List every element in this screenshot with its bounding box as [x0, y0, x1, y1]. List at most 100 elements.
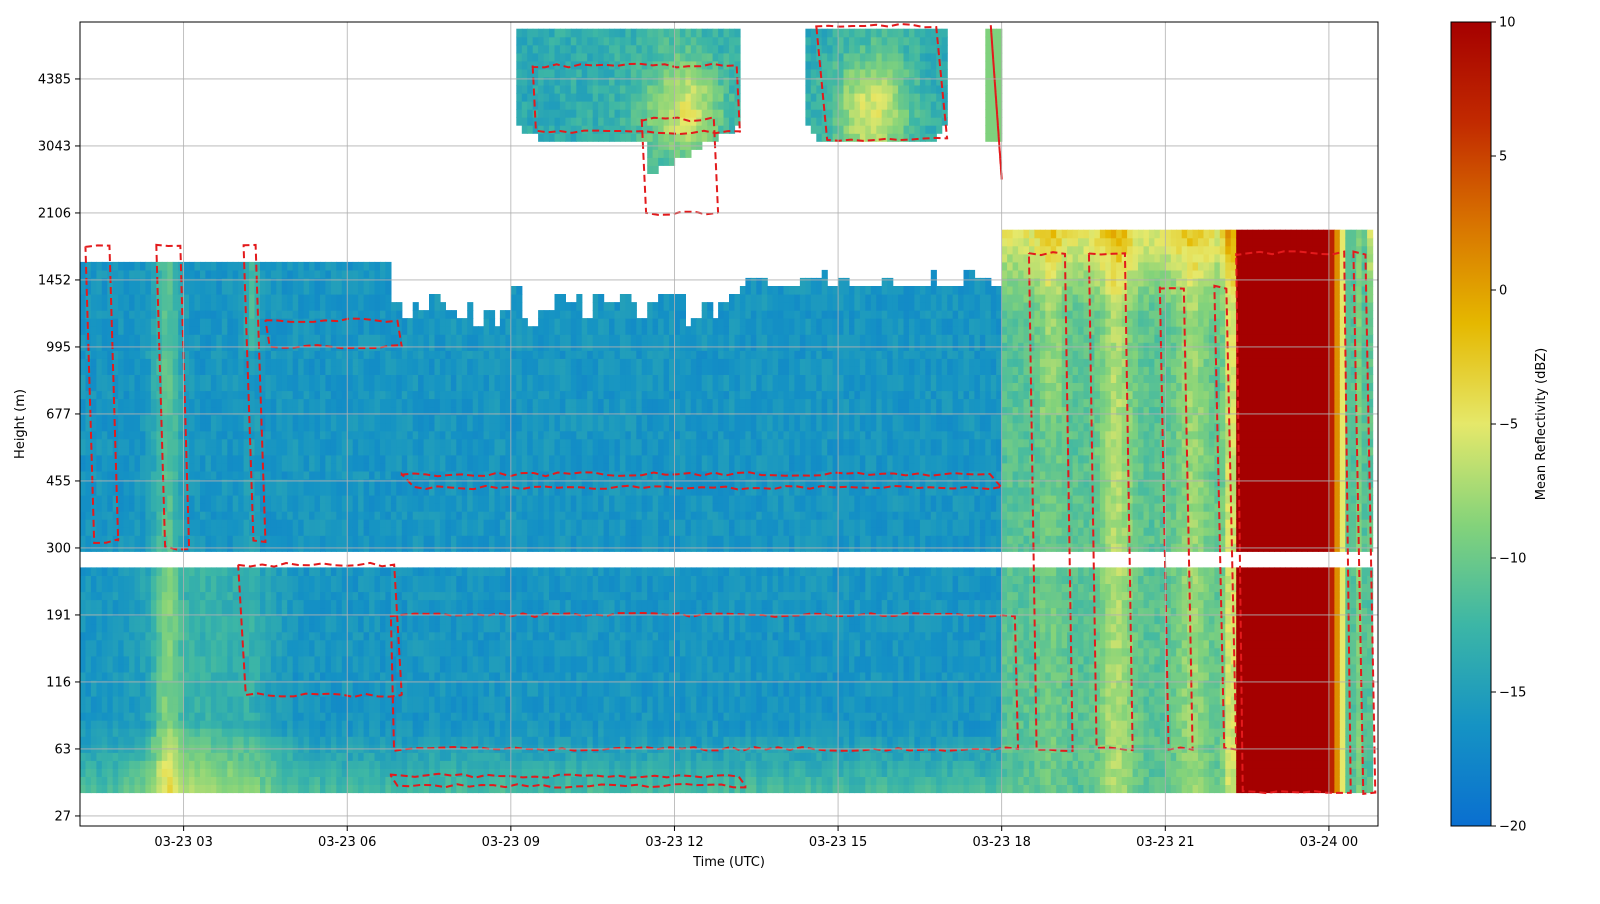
- heatmap-cell: [510, 350, 517, 359]
- heatmap-cell: [90, 358, 97, 367]
- heatmap-cell: [347, 607, 354, 617]
- heatmap-cell: [374, 704, 381, 713]
- heatmap-cell: [107, 462, 114, 472]
- heatmap-cell: [385, 334, 392, 343]
- heatmap-cell: [194, 583, 201, 593]
- heatmap-cell: [221, 647, 228, 657]
- heatmap-cell: [270, 358, 277, 367]
- heatmap-cell: [265, 302, 272, 311]
- heatmap-cell: [161, 366, 168, 375]
- heatmap-cell: [390, 615, 397, 625]
- heatmap-cell: [374, 286, 381, 295]
- heatmap-cell: [412, 720, 419, 729]
- heatmap-cell: [254, 784, 261, 794]
- heatmap-cell: [249, 462, 256, 472]
- heatmap-cell: [390, 406, 397, 416]
- heatmap-cell: [292, 728, 299, 737]
- heatmap-cell: [249, 639, 256, 649]
- heatmap-cell: [309, 366, 316, 375]
- heatmap-cell: [205, 535, 212, 544]
- heatmap-cells: [80, 28, 1374, 794]
- heatmap-cell: [374, 294, 381, 303]
- heatmap-cell: [483, 575, 490, 584]
- heatmap-cell: [112, 599, 119, 609]
- heatmap-cell: [505, 728, 512, 737]
- heatmap-cell: [314, 454, 321, 464]
- heatmap-cell: [450, 462, 457, 472]
- heatmap-cell: [467, 607, 474, 617]
- heatmap-cell: [358, 527, 365, 536]
- heatmap-cell: [216, 583, 223, 593]
- heatmap-cell: [309, 599, 316, 609]
- heatmap-cell: [216, 679, 223, 689]
- heatmap-cell: [96, 454, 103, 464]
- heatmap-cell: [434, 696, 441, 705]
- heatmap-cell: [287, 406, 294, 416]
- heatmap-cell: [101, 583, 108, 593]
- heatmap-cell: [232, 527, 239, 536]
- heatmap-cell: [238, 269, 245, 279]
- heatmap-cell: [80, 591, 87, 601]
- heatmap-cell: [336, 527, 343, 536]
- heatmap-cell: [429, 688, 436, 697]
- heatmap-cell: [423, 382, 430, 392]
- heatmap-cell: [216, 261, 223, 271]
- heatmap-cell: [505, 390, 512, 400]
- heatmap-cell: [445, 358, 452, 367]
- heatmap-cell: [243, 269, 250, 279]
- heatmap-cell: [238, 374, 245, 383]
- heatmap-cell: [303, 647, 310, 657]
- heatmap-cell: [407, 655, 414, 665]
- heatmap-cell: [369, 720, 376, 729]
- heatmap-cell: [369, 535, 376, 544]
- heatmap-cell: [232, 470, 239, 480]
- heatmap-cell: [216, 422, 223, 432]
- heatmap-cell: [450, 768, 457, 777]
- heatmap-cell: [265, 277, 272, 287]
- heatmap-cell: [134, 623, 141, 633]
- heatmap-cell: [369, 768, 376, 777]
- heatmap-cell: [281, 422, 288, 432]
- heatmap-cell: [118, 599, 125, 609]
- heatmap-cell: [336, 470, 343, 480]
- heatmap-cell: [80, 326, 87, 335]
- heatmap-cell: [434, 294, 441, 303]
- heatmap-cell: [330, 438, 337, 448]
- heatmap-cell: [510, 704, 517, 713]
- heatmap-cell: [167, 639, 174, 649]
- heatmap-cell: [401, 527, 408, 536]
- heatmap-cell: [429, 663, 436, 673]
- heatmap-cell: [412, 655, 419, 665]
- heatmap-cell: [467, 583, 474, 593]
- heatmap-cell: [205, 696, 212, 705]
- heatmap-cell: [489, 326, 496, 335]
- heatmap-cell: [429, 615, 436, 625]
- heatmap-cell: [434, 519, 441, 528]
- heatmap-cell: [172, 712, 179, 721]
- heatmap-cell: [227, 760, 234, 769]
- heatmap-cell: [85, 696, 92, 705]
- heatmap-cell: [140, 655, 147, 665]
- heatmap-cell: [249, 535, 256, 544]
- heatmap-cell: [445, 487, 452, 496]
- heatmap-cell: [80, 583, 87, 593]
- heatmap-cell: [238, 784, 245, 794]
- heatmap-cell: [407, 736, 414, 745]
- heatmap-cell: [145, 663, 152, 673]
- heatmap-cell: [221, 728, 228, 737]
- heatmap-cell: [325, 422, 332, 432]
- heatmap-cell: [298, 647, 305, 657]
- heatmap-cell: [320, 438, 327, 448]
- heatmap-cell: [270, 679, 277, 689]
- heatmap-cell: [483, 374, 490, 383]
- heatmap-cell: [227, 535, 234, 544]
- heatmap-cell: [265, 768, 272, 777]
- heatmap-cell: [510, 776, 517, 785]
- heatmap-cell: [401, 671, 408, 681]
- heatmap-cell: [369, 495, 376, 504]
- heatmap-cell: [390, 454, 397, 464]
- heatmap-cell: [330, 663, 337, 673]
- heatmap-cell: [336, 679, 343, 689]
- heatmap-cell: [167, 398, 174, 408]
- heatmap-cell: [129, 438, 136, 448]
